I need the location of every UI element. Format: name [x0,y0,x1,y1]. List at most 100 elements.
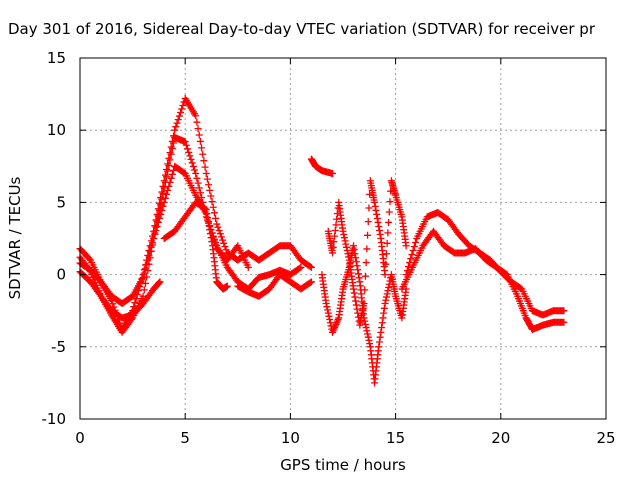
data-point [296,264,304,272]
data-point [331,232,339,240]
data-point [360,299,368,307]
data-point [324,309,332,317]
data-point [377,328,385,336]
data-point [205,222,213,230]
data-point [198,144,206,152]
data-point [375,222,383,230]
data-point [350,246,358,254]
data-point [387,274,395,282]
data-point [361,320,369,328]
data-point [366,340,374,348]
data-point [173,119,181,127]
y-tick-label: -5 [51,338,66,356]
data-point [351,250,359,258]
data-point [172,123,180,131]
data-point [364,330,372,338]
data-point [130,303,138,311]
data-point [168,170,176,178]
data-point [155,214,163,222]
data-point [182,141,190,149]
data-point [215,226,223,234]
x-tick-label: 10 [281,429,300,447]
data-point [165,154,173,162]
data-point [139,273,147,281]
data-point [161,171,169,179]
data-point [380,304,388,312]
data-point [166,178,174,186]
data-point [363,327,371,335]
data-point [352,258,360,266]
data-point [208,238,216,246]
x-axis-label: GPS time / hours [280,456,406,474]
data-point [145,252,153,260]
data-point [407,255,415,263]
data-point [192,112,200,120]
data-point [195,131,203,139]
data-point [206,230,214,238]
data-point [408,251,416,259]
data-point [139,292,147,300]
data-point [140,286,148,294]
data-point [560,307,568,315]
data-point [378,319,386,327]
data-point [361,272,369,280]
data-point [167,150,175,158]
data-point [214,223,222,231]
data-point [384,229,392,237]
data-point [324,306,332,314]
data-point [151,230,159,238]
data-point [155,199,163,207]
data-point [345,253,353,261]
data-point [376,230,384,238]
series-track-g [307,155,336,178]
data-point [322,299,330,307]
data-point [144,256,152,264]
data-point [364,333,372,341]
data-point [350,242,358,250]
data-point [330,238,338,246]
data-point [365,204,373,212]
data-point [354,266,362,274]
data-point [375,343,383,351]
data-point [162,190,170,198]
data-point [167,174,175,182]
data-point [202,206,210,214]
data-point [381,299,389,307]
data-point [155,279,163,287]
data-point [343,243,351,251]
data-point [382,250,390,258]
data-point [132,295,140,303]
data-point [194,179,202,187]
data-point [307,278,315,286]
data-point [351,293,359,301]
data-point [307,263,315,271]
data-marks [76,94,568,387]
data-point [328,170,336,178]
data-point [191,166,199,174]
data-point [221,243,229,251]
y-tick-label: 10 [47,121,66,139]
data-point [383,239,391,247]
data-point [402,242,410,250]
data-point [328,328,336,336]
data-point [244,263,252,271]
data-point [306,263,314,271]
data-point [199,150,207,158]
data-point [371,202,379,210]
data-point [168,145,176,153]
data-point [193,118,201,126]
data-point [141,265,149,273]
data-point [333,319,341,327]
data-point [186,152,194,160]
data-point [204,218,212,226]
series-track-e [160,198,231,293]
data-point [379,314,387,322]
data-point [363,245,371,253]
data-point [217,233,225,241]
data-point [201,205,209,213]
data-point [193,174,201,182]
data-point [171,126,179,134]
data-point [409,247,417,255]
data-point [179,101,187,109]
